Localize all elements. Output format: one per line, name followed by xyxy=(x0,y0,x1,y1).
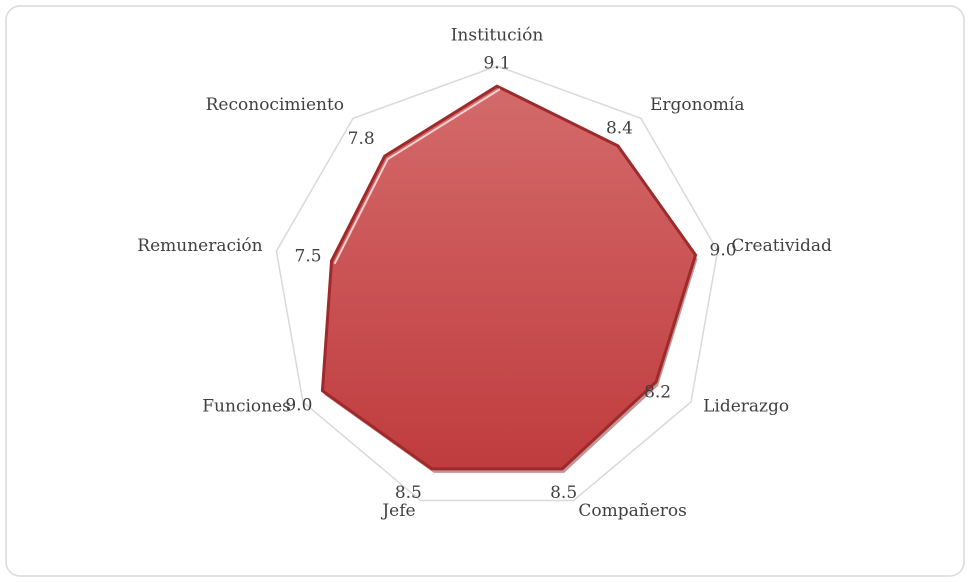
value-label: 9.0 xyxy=(710,241,737,261)
value-label: 8.2 xyxy=(644,382,671,402)
category-label: Creatividad xyxy=(731,236,832,256)
category-label: Jefe xyxy=(380,501,415,521)
category-label: Reconocimiento xyxy=(206,95,344,115)
category-label: Ergonomía xyxy=(650,95,745,115)
category-label: Institución xyxy=(451,26,544,46)
value-label: 7.8 xyxy=(348,129,375,149)
category-label: Funciones xyxy=(202,397,291,417)
category-label: Liderazgo xyxy=(703,397,789,417)
value-label: 9.0 xyxy=(285,395,312,415)
category-label: Remuneración xyxy=(137,236,262,256)
radar-area xyxy=(320,84,698,471)
value-label: 8.4 xyxy=(606,119,633,139)
value-label: 7.5 xyxy=(295,247,322,267)
category-label: Compañeros xyxy=(578,501,686,521)
value-label: 8.5 xyxy=(550,483,577,503)
radar-highlight xyxy=(333,88,501,265)
value-label: 9.1 xyxy=(483,54,510,74)
grid-ring xyxy=(275,65,719,502)
value-label: 8.5 xyxy=(395,483,422,503)
